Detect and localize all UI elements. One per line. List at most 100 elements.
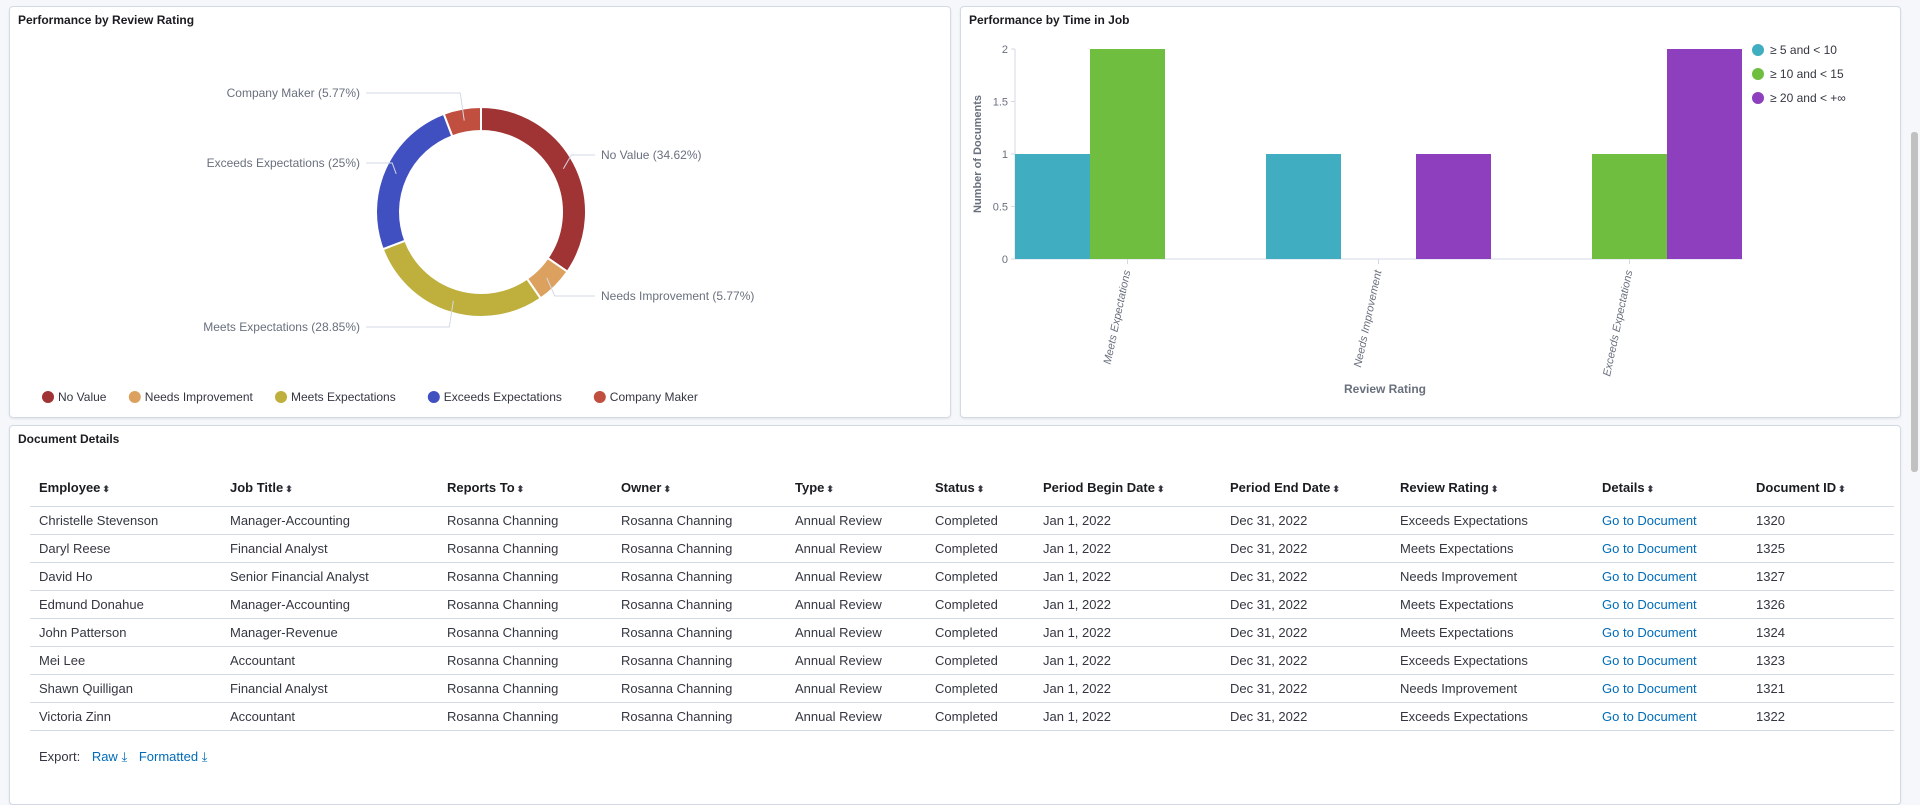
go-to-document-link[interactable]: Go to Document: [1602, 708, 1697, 724]
sort-icon[interactable]: ⬍: [976, 484, 985, 495]
leader-line: [546, 277, 595, 297]
legend-item[interactable]: ≥ 20 and < +∞: [1770, 91, 1846, 105]
column-header[interactable]: Status ⬍: [926, 470, 1034, 507]
leader-line: [366, 92, 465, 121]
export-formatted-label: Formatted: [138, 749, 199, 764]
sort-icon[interactable]: ⬍: [663, 484, 672, 495]
page-scrollbar[interactable]: [1911, 132, 1918, 472]
go-to-document-link[interactable]: Go to Document: [1602, 680, 1697, 696]
column-header[interactable]: Document ID ⬍: [1747, 470, 1894, 507]
table-cell: Needs Improvement: [1391, 674, 1593, 703]
sort-icon[interactable]: ⬍: [516, 484, 525, 495]
table-cell: Senior Financial Analyst: [221, 562, 438, 591]
y-tick-label: 1: [1002, 149, 1008, 161]
table-cell: Annual Review: [786, 562, 926, 591]
column-header[interactable]: Details ⬍: [1593, 470, 1747, 507]
export-raw-link[interactable]: Raw ⤓: [92, 749, 127, 764]
legend-item[interactable]: Needs Improvement: [145, 390, 254, 404]
go-to-document-link[interactable]: Go to Document: [1602, 512, 1697, 528]
table-cell: Go to Document: [1593, 534, 1747, 563]
table-cell: Jan 1, 2022: [1034, 534, 1221, 563]
table-cell: Go to Document: [1593, 702, 1747, 731]
x-tick-label: Exceeds Expectations: [1601, 269, 1635, 378]
table-cell: Dec 31, 2022: [1221, 534, 1391, 563]
column-header[interactable]: Period Begin Date ⬍: [1034, 470, 1221, 507]
table-cell: Exceeds Expectations: [1391, 506, 1593, 535]
column-header[interactable]: Review Rating ⬍: [1391, 470, 1593, 507]
table-cell: Manager-Accounting: [221, 506, 438, 535]
go-to-document-link[interactable]: Go to Document: [1602, 568, 1697, 584]
table-cell: Jan 1, 2022: [1034, 702, 1221, 731]
table-cell: 1327: [1747, 562, 1894, 591]
column-header[interactable]: Owner ⬍: [612, 470, 786, 507]
column-header-label: Owner: [621, 480, 662, 496]
sort-icon[interactable]: ⬍: [1156, 484, 1165, 495]
column-header[interactable]: Reports To ⬍: [438, 470, 612, 507]
table-cell: Rosanna Channing: [612, 506, 786, 535]
column-header[interactable]: Period End Date ⬍: [1221, 470, 1391, 507]
table-cell: 1322: [1747, 702, 1894, 731]
table-cell: Meets Expectations: [1391, 618, 1593, 647]
sort-icon[interactable]: ⬍: [1838, 484, 1846, 495]
table-cell: Jan 1, 2022: [1034, 590, 1221, 619]
table-cell: Annual Review: [786, 646, 926, 675]
table-cell: Go to Document: [1593, 562, 1747, 591]
table-cell: Completed: [926, 506, 1034, 535]
legend-item[interactable]: No Value: [58, 390, 107, 404]
table-cell: Dec 31, 2022: [1221, 702, 1391, 731]
bar: [1266, 154, 1341, 259]
table-row: John Patterson Manager-Revenue Rosanna Cha…: [30, 618, 1894, 647]
table-cell: Rosanna Channing: [612, 674, 786, 703]
slice-label: No Value (34.62%): [601, 148, 702, 162]
table-cell: Accountant: [221, 646, 438, 675]
table-cell: Annual Review: [786, 506, 926, 535]
legend-dot: [593, 391, 606, 403]
go-to-document-link[interactable]: Go to Document: [1602, 624, 1697, 640]
panel-title: Document Details: [18, 432, 120, 446]
export-formatted-link[interactable]: Formatted ⤓: [139, 749, 208, 764]
table-cell: Completed: [926, 618, 1034, 647]
table-cell: Dec 31, 2022: [1221, 506, 1391, 535]
export-bar: Export: Raw ⤓ Formatted ⤓: [39, 749, 207, 765]
donut-slice: [480, 105, 587, 274]
sort-icon[interactable]: ⬍: [1332, 484, 1340, 495]
table-cell: Dec 31, 2022: [1221, 562, 1391, 591]
sort-icon[interactable]: ⬍: [1646, 484, 1655, 495]
table-row: Daryl Reese Financial Analyst Rosanna Chan…: [30, 534, 1894, 563]
table-row: David Ho Senior Financial Analyst Rosanna …: [30, 562, 1894, 591]
go-to-document-link[interactable]: Go to Document: [1602, 540, 1697, 556]
slice-label: Exceeds Expectations (25%): [207, 156, 360, 170]
column-header[interactable]: Employee ⬍: [30, 470, 221, 507]
table-cell: Rosanna Channing: [612, 562, 786, 591]
legend-item[interactable]: Exceeds Expectations: [444, 390, 562, 404]
table-cell: Shawn Quilligan: [30, 674, 221, 703]
sort-icon[interactable]: ⬍: [826, 484, 834, 495]
sort-icon[interactable]: ⬍: [102, 484, 110, 495]
go-to-document-link[interactable]: Go to Document: [1602, 596, 1697, 612]
table-row: Shawn Quilligan Financial Analyst Rosanna …: [30, 674, 1894, 703]
table-cell: Dec 31, 2022: [1221, 618, 1391, 647]
download-icon: ⤓: [201, 749, 208, 764]
sort-icon[interactable]: ⬍: [285, 484, 293, 495]
table-cell: 1326: [1747, 590, 1894, 619]
legend-item[interactable]: Company Maker: [610, 390, 698, 404]
table-cell: Financial Analyst: [221, 534, 438, 563]
table-cell: Completed: [926, 674, 1034, 703]
table-cell: Go to Document: [1593, 506, 1747, 535]
legend-item[interactable]: Meets Expectations: [291, 390, 396, 404]
table-cell: Rosanna Channing: [612, 618, 786, 647]
table-cell: 1321: [1747, 674, 1894, 703]
column-header[interactable]: Type ⬍: [786, 470, 926, 507]
go-to-document-link[interactable]: Go to Document: [1602, 652, 1697, 668]
x-axis-title: Review Rating: [1344, 382, 1426, 396]
x-tick-label: Meets Expectations: [1102, 269, 1134, 366]
legend-item[interactable]: ≥ 10 and < 15: [1770, 67, 1844, 81]
column-header[interactable]: Job Title ⬍: [221, 470, 438, 507]
table-cell: Mei Lee: [30, 646, 221, 675]
bar: [1090, 49, 1165, 259]
sort-icon[interactable]: ⬍: [1490, 484, 1499, 495]
table-cell: 1324: [1747, 618, 1894, 647]
donut-chart: No Value (34.62%) Needs Improvement (5.77…: [42, 86, 754, 404]
legend-item[interactable]: ≥ 5 and < 10: [1770, 43, 1837, 57]
table-cell: Exceeds Expectations: [1391, 702, 1593, 731]
